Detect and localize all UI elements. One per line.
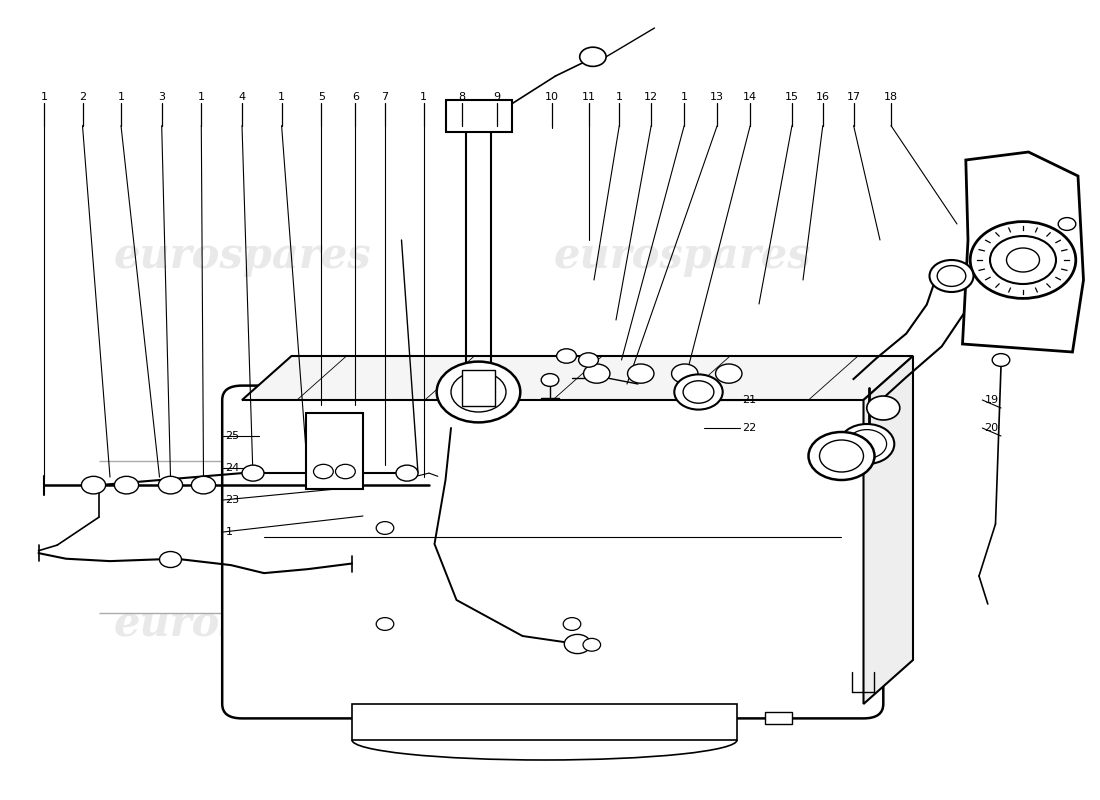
Text: 15: 15 (785, 92, 799, 102)
Circle shape (683, 381, 714, 403)
Text: 16: 16 (816, 92, 829, 102)
Text: 6: 6 (352, 92, 359, 102)
Text: 22: 22 (742, 423, 757, 433)
Circle shape (847, 430, 887, 458)
Circle shape (867, 396, 900, 420)
Text: 7: 7 (382, 92, 388, 102)
Circle shape (1006, 248, 1040, 272)
Text: 23: 23 (226, 495, 240, 505)
Circle shape (937, 266, 966, 286)
Bar (462, 370, 495, 406)
Text: 13: 13 (711, 92, 724, 102)
Circle shape (158, 476, 183, 494)
Text: 17: 17 (847, 92, 860, 102)
Text: 1: 1 (118, 92, 124, 102)
Circle shape (437, 362, 520, 422)
Circle shape (81, 476, 106, 494)
Text: 3: 3 (158, 92, 165, 102)
Text: 10: 10 (546, 92, 559, 102)
Text: 21: 21 (742, 395, 757, 405)
Circle shape (314, 464, 333, 478)
Text: 1: 1 (681, 92, 688, 102)
Circle shape (242, 465, 264, 481)
Text: 1: 1 (226, 527, 232, 537)
Text: 1: 1 (198, 92, 205, 102)
Polygon shape (864, 356, 913, 704)
Circle shape (563, 618, 581, 630)
Text: 20: 20 (984, 423, 999, 433)
Text: 14: 14 (744, 92, 757, 102)
Circle shape (541, 374, 559, 386)
Bar (446, 100, 512, 132)
Circle shape (114, 476, 139, 494)
Circle shape (160, 551, 182, 567)
Circle shape (557, 349, 576, 363)
Text: 11: 11 (582, 92, 595, 102)
Circle shape (627, 364, 653, 383)
Circle shape (970, 222, 1076, 298)
Circle shape (671, 364, 697, 383)
Text: 24: 24 (226, 463, 240, 473)
Circle shape (580, 47, 606, 66)
Circle shape (992, 354, 1010, 366)
Text: eurospares: eurospares (586, 603, 844, 645)
Circle shape (579, 353, 598, 367)
Polygon shape (352, 704, 737, 740)
Circle shape (583, 638, 601, 651)
Text: 1: 1 (420, 92, 427, 102)
Circle shape (674, 374, 723, 410)
Text: 1: 1 (41, 92, 47, 102)
Text: 8: 8 (459, 92, 465, 102)
Circle shape (191, 476, 216, 494)
Text: 1: 1 (616, 92, 623, 102)
Polygon shape (962, 152, 1084, 352)
Polygon shape (242, 356, 913, 400)
Circle shape (715, 364, 741, 383)
Circle shape (396, 465, 418, 481)
Circle shape (839, 424, 894, 464)
Circle shape (487, 108, 509, 124)
Circle shape (820, 440, 864, 472)
Text: eurospares: eurospares (113, 235, 371, 277)
Circle shape (564, 634, 591, 654)
Circle shape (990, 236, 1056, 284)
Circle shape (930, 260, 974, 292)
Circle shape (1058, 218, 1076, 230)
Text: eurospares: eurospares (553, 235, 811, 277)
Text: eurospares: eurospares (113, 603, 371, 645)
Bar (764, 712, 792, 724)
Text: 9: 9 (494, 92, 501, 102)
Circle shape (376, 618, 394, 630)
Bar (306, 413, 363, 489)
Text: 19: 19 (984, 395, 999, 405)
Circle shape (808, 432, 874, 480)
Text: 1: 1 (278, 92, 285, 102)
Circle shape (451, 372, 506, 412)
Circle shape (376, 522, 394, 534)
Text: 2: 2 (79, 92, 86, 102)
FancyBboxPatch shape (222, 386, 883, 718)
Circle shape (336, 464, 355, 478)
Text: 12: 12 (645, 92, 658, 102)
Text: 18: 18 (884, 92, 898, 102)
Circle shape (448, 108, 470, 124)
Circle shape (583, 364, 609, 383)
Text: 5: 5 (318, 92, 324, 102)
Text: 4: 4 (239, 92, 245, 102)
Text: 25: 25 (226, 431, 240, 441)
